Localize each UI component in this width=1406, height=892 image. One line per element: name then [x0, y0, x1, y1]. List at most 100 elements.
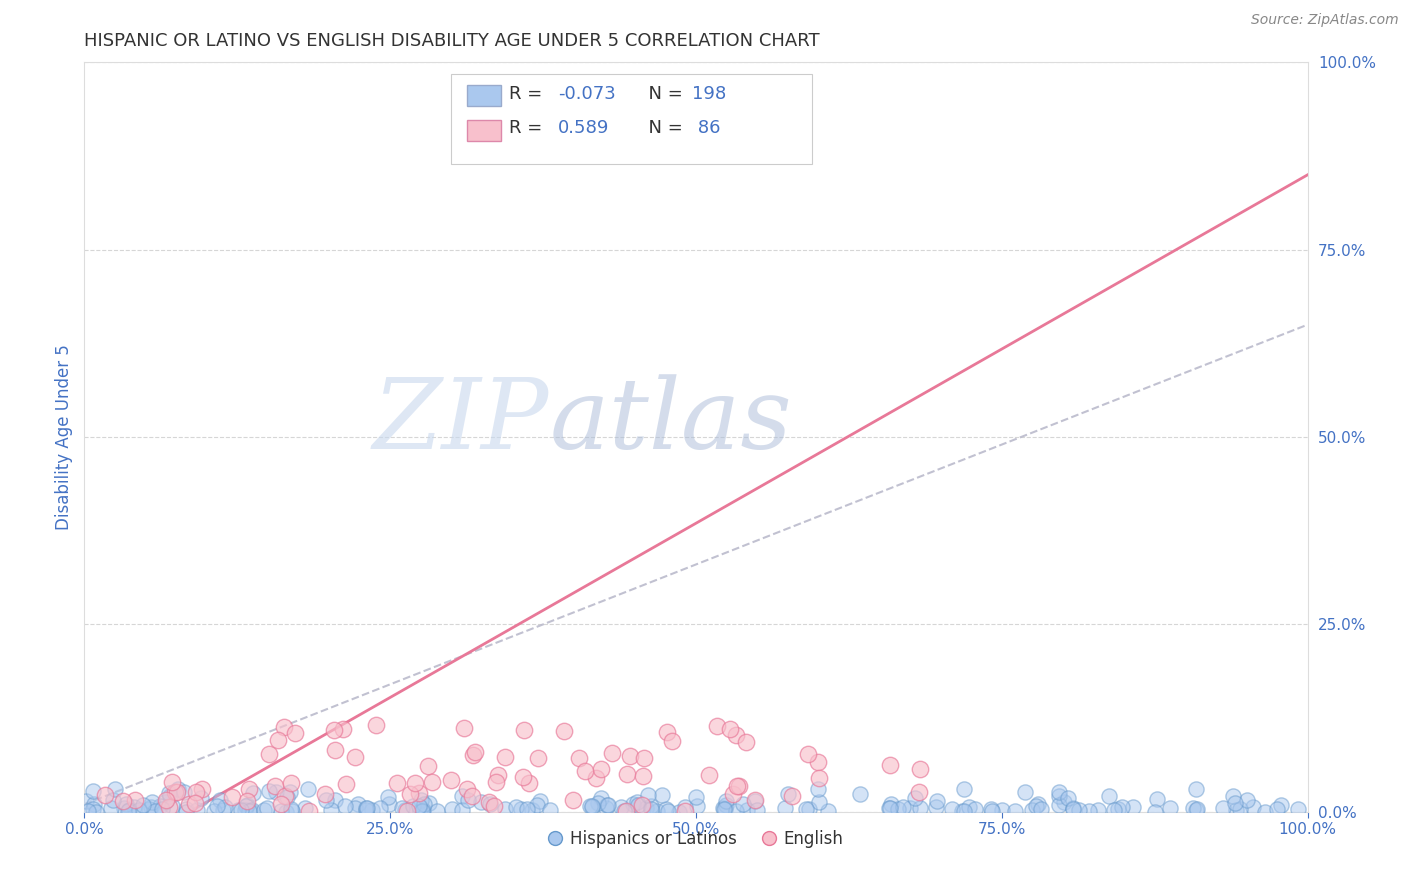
Point: [1254, 805, 1277, 819]
Point: [808, 771, 831, 785]
Point: [640, 802, 662, 816]
Point: [323, 743, 346, 757]
Point: [276, 789, 298, 804]
Point: [104, 782, 127, 797]
Point: [294, 800, 316, 814]
Point: [574, 764, 596, 778]
Point: [440, 772, 463, 787]
Point: [633, 751, 655, 765]
Legend: Hispanics or Latinos, English: Hispanics or Latinos, English: [540, 822, 852, 855]
Point: [631, 798, 654, 813]
Point: [368, 801, 391, 815]
Point: [83, 797, 105, 811]
Point: [270, 804, 292, 818]
Point: [510, 802, 533, 816]
Point: [451, 803, 474, 817]
Point: [1056, 790, 1078, 805]
Point: [1144, 805, 1167, 819]
Point: [122, 800, 145, 814]
Point: [721, 788, 744, 802]
Point: [214, 799, 236, 814]
Point: [204, 804, 226, 818]
Point: [179, 797, 201, 812]
Point: [1052, 795, 1074, 809]
Point: [1185, 802, 1208, 816]
Point: [484, 798, 506, 813]
Point: [461, 748, 484, 763]
Point: [256, 800, 278, 814]
Point: [526, 797, 548, 812]
Point: [132, 798, 155, 813]
Point: [186, 804, 208, 818]
Point: [190, 791, 212, 805]
Point: [377, 789, 399, 804]
Point: [128, 803, 150, 817]
Point: [150, 802, 173, 816]
Point: [235, 798, 257, 813]
Point: [332, 722, 354, 736]
Point: [394, 803, 416, 817]
Point: [356, 800, 378, 814]
Point: [280, 804, 302, 818]
Point: [395, 805, 418, 819]
Point: [807, 795, 830, 809]
Point: [553, 723, 575, 738]
Point: [94, 789, 117, 803]
Point: [1212, 801, 1234, 815]
FancyBboxPatch shape: [467, 85, 502, 106]
Point: [101, 793, 124, 807]
Point: [673, 799, 696, 814]
Point: [1047, 797, 1070, 812]
Point: [412, 803, 434, 817]
Point: [1222, 789, 1244, 803]
Point: [257, 747, 280, 761]
Point: [162, 798, 184, 813]
Text: R =: R =: [509, 85, 548, 103]
Point: [626, 795, 648, 809]
Point: [335, 777, 357, 791]
Text: HISPANIC OR LATINO VS ENGLISH DISABILITY AGE UNDER 5 CORRELATION CHART: HISPANIC OR LATINO VS ENGLISH DISABILITY…: [84, 32, 820, 50]
Point: [212, 803, 235, 817]
Point: [112, 801, 135, 815]
Point: [796, 747, 818, 761]
Point: [398, 787, 420, 801]
Point: [364, 717, 387, 731]
Point: [226, 803, 249, 817]
Point: [891, 800, 914, 814]
Point: [1111, 800, 1133, 814]
Point: [668, 805, 690, 819]
Point: [980, 802, 1002, 816]
Point: [807, 782, 830, 797]
Point: [505, 800, 527, 814]
Point: [1004, 805, 1026, 819]
Point: [713, 802, 735, 816]
Point: [157, 800, 180, 814]
Point: [408, 799, 430, 814]
Point: [408, 786, 430, 800]
Text: R =: R =: [509, 120, 554, 137]
Point: [174, 805, 197, 819]
Point: [402, 799, 425, 814]
Point: [516, 802, 538, 816]
Point: [1098, 789, 1121, 803]
Point: [82, 784, 104, 798]
Point: [581, 799, 603, 814]
Point: [616, 767, 638, 781]
Point: [596, 797, 619, 812]
Point: [257, 784, 280, 798]
Point: [494, 749, 516, 764]
Point: [418, 796, 440, 810]
Point: [138, 802, 160, 816]
Point: [980, 804, 1002, 818]
Point: [236, 794, 259, 808]
Point: [409, 804, 432, 818]
Point: [335, 799, 357, 814]
Y-axis label: Disability Age Under 5: Disability Age Under 5: [55, 344, 73, 530]
Point: [513, 723, 536, 737]
Point: [486, 768, 509, 782]
Point: [640, 798, 662, 813]
Point: [453, 721, 475, 735]
Point: [153, 795, 176, 809]
Point: [100, 801, 122, 815]
Point: [879, 801, 901, 815]
